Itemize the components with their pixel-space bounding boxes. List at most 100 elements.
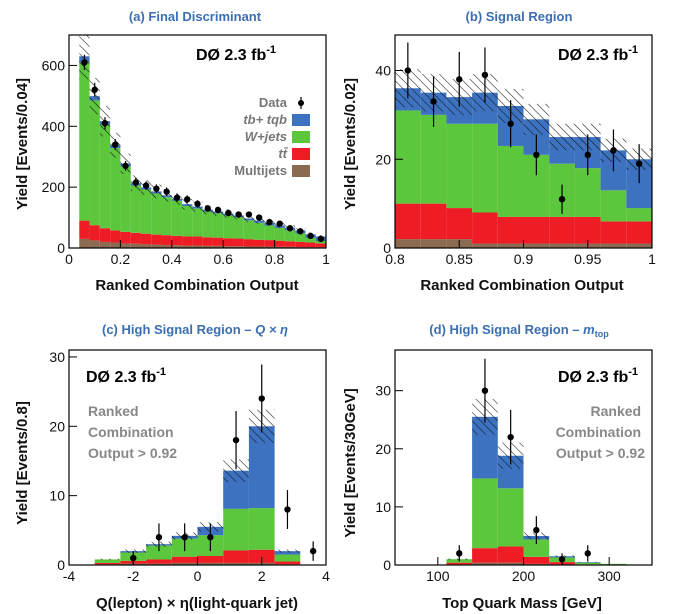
bar-tt-3: [171, 556, 198, 563]
data-point-11: [194, 200, 201, 208]
xtick-label-1: -2: [127, 568, 140, 584]
bar-tt-8: [600, 221, 627, 244]
xtick-label-3: 2: [258, 568, 266, 584]
bar-multijets-7: [151, 244, 162, 248]
data-point-5: [584, 550, 591, 557]
xtick-label-3: 0.95: [574, 251, 601, 267]
panel-c-xlabel: Q(lepton) × η(light-quark jet): [96, 595, 298, 612]
bar-wjets-16: [243, 220, 255, 240]
bar-multijets-2: [146, 563, 172, 565]
data-point-19: [276, 220, 283, 227]
panel-b: (b) Signal Region Yield [Events/0.02] Ra…: [342, 9, 656, 294]
bar-multijets-1: [472, 562, 498, 565]
data-point-3: [533, 526, 540, 534]
ytick-label-0: 0: [57, 557, 65, 573]
legend-label-3: tt̄: [278, 146, 289, 161]
panel-c-data-points: [130, 364, 317, 565]
bar-wjets-13: [212, 213, 224, 238]
data-point-3: [481, 71, 489, 79]
panel-a-ylabel: Yield [Events/0.04]: [14, 78, 31, 210]
ytick-label-1: 10: [375, 499, 391, 515]
xtick-label-2: 0.9: [514, 251, 534, 267]
bar-wjets-12: [202, 211, 213, 238]
bar-wjets-4: [120, 166, 131, 232]
ytick-label-1: 20: [375, 151, 391, 167]
bar-tt-5: [130, 232, 141, 244]
xtick-label-1: 0.85: [446, 251, 473, 267]
xtick-label-4: 0.8: [265, 251, 285, 267]
panel-b-ylabel: Yield [Events/0.02]: [342, 78, 359, 210]
panel-a-xlabel: Ranked Combination Output: [95, 277, 298, 294]
bar-tt-3: [110, 230, 121, 243]
xtick-label-4: 4: [322, 568, 330, 584]
bar-tt-8: [161, 235, 172, 245]
data-point-0: [81, 59, 88, 66]
bar-wjets-5: [574, 562, 601, 565]
bar-wjets-3: [110, 148, 121, 231]
panel-d-xlabel: Top Quark Mass [GeV]: [442, 595, 602, 612]
data-point-23: [317, 235, 325, 243]
bar-wjets-0: [79, 62, 90, 221]
bar-multijets-17: [254, 246, 265, 248]
bar-multijets-15: [233, 246, 244, 248]
bar-tt-5: [523, 216, 550, 244]
bar-tt-12: [202, 237, 213, 246]
xtick-label-1: 0.2: [111, 251, 131, 267]
bar-multijets-0: [395, 239, 421, 248]
panel-d-experiment-label: DØ 2.3 fb-1: [558, 366, 638, 386]
bar-multijets-4: [120, 243, 131, 248]
bar-tt-6: [248, 549, 275, 563]
bar-wjets-7: [574, 168, 601, 217]
data-point-22: [307, 232, 314, 240]
data-point-1: [155, 534, 163, 541]
bar-tt-2: [497, 546, 524, 563]
data-point-4: [558, 555, 566, 563]
data-point-5: [132, 179, 140, 186]
xtick-label-0: -4: [63, 568, 76, 584]
panel-c-yaxis: 0 10 20 30: [49, 349, 77, 573]
bar-wjets-6: [140, 189, 152, 234]
bar-wjets-6: [600, 563, 627, 565]
uncertainty-bin-0: [94, 558, 121, 561]
bar-wjets-1: [420, 114, 447, 204]
xtick-label-2: 0: [194, 568, 202, 584]
bar-wjets-4: [497, 145, 524, 217]
panel-c-ylabel: Yield [Events/0.8]: [14, 401, 31, 525]
bar-tt-14: [223, 238, 234, 247]
legend-swatch-2: [292, 131, 310, 143]
bar-wjets-0: [395, 110, 421, 204]
bar-multijets-6: [549, 243, 575, 248]
ytick-label-3: 600: [42, 57, 66, 73]
bar-multijets-4: [197, 562, 224, 565]
data-point-4: [232, 436, 240, 444]
xtick-label-2: 0.4: [162, 251, 182, 267]
bar-tt-4: [120, 231, 131, 244]
bar-multijets-11: [192, 245, 203, 248]
bar-multijets-13: [212, 245, 224, 248]
bar-wjets-14: [223, 215, 234, 239]
ytick-label-1: 10: [49, 488, 65, 504]
panel-a-experiment-label: DØ 2.3 fb-1: [196, 44, 276, 64]
data-point-4: [507, 120, 514, 127]
data-point-20: [286, 225, 294, 232]
data-point-8: [163, 188, 170, 195]
legend-label-1: tb+ tqb: [243, 112, 287, 127]
bar-tt-11: [192, 236, 203, 246]
bar-tt-2: [446, 208, 473, 240]
bar-multijets-3: [110, 242, 121, 248]
ytick-label-3: 30: [49, 349, 65, 365]
data-point-9: [635, 160, 643, 167]
bar-multijets-8: [161, 244, 172, 248]
data-point-16: [245, 211, 253, 218]
bar-wjets-9: [171, 200, 183, 236]
bar-multijets-6: [140, 244, 152, 248]
bar-tt-7: [574, 216, 601, 244]
bar-tt-4: [497, 216, 524, 244]
uncertainty-bin-5: [223, 459, 249, 482]
bar-tt-1: [472, 548, 498, 563]
bar-tt-2: [99, 228, 111, 242]
legend-label-0: Data: [259, 95, 288, 110]
panel-b-data-points: [404, 42, 643, 214]
bar-tt-6: [140, 233, 152, 245]
bar-tt-23: [315, 243, 326, 248]
